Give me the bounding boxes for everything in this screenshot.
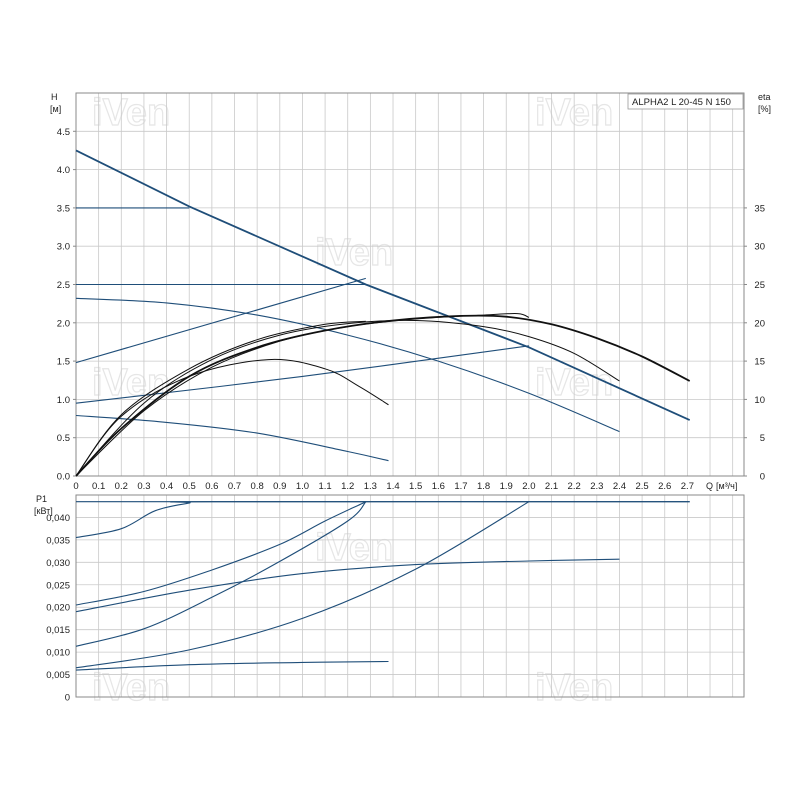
x-tick-label: 2.4 (613, 481, 626, 492)
watermark-group: iVen iVen iVen iVen iVen iVen iVen iVen (91, 91, 613, 709)
head-tick-label: 1.5 (57, 357, 70, 368)
chart-title-box (627, 93, 744, 110)
x-tick-label: 2.1 (545, 481, 558, 492)
efficiency-curve (75, 313, 530, 477)
head-tick-label: 0.0 (57, 472, 70, 483)
x-tick-label: 0.2 (115, 481, 128, 492)
power-tick-label: 0 (65, 693, 70, 704)
power-tick-label: 0,025 (46, 580, 70, 591)
x-tick-label: 0.7 (228, 481, 241, 492)
x-tick-label: 1.3 (364, 481, 377, 492)
x-tick-label: 2.3 (590, 481, 603, 492)
x-tick-label: 2.2 (568, 481, 581, 492)
x-tick-label: 1.0 (296, 481, 309, 492)
head-tick-label: 4.0 (57, 165, 70, 176)
x-tick-label: 1.8 (477, 481, 490, 492)
efficiency-curve (75, 320, 366, 477)
head-tick-label: 2.5 (57, 280, 70, 291)
head-tick-label: 3.5 (57, 203, 70, 214)
x-tick-label: 2.6 (658, 481, 671, 492)
efficiency-tick-label: 30 (754, 242, 765, 253)
x-tick-label: 1.7 (454, 481, 467, 492)
power-chart-grid (76, 495, 744, 697)
axis-ticks: 0 0.1 0.2 0.3 0.4 0.5 0.6 0.7 0.8 0.9 1.0 1.1 1.2 1.3… (46, 127, 765, 704)
watermark-logo: iVen (92, 92, 170, 134)
flow-axis-label: Q (706, 481, 713, 491)
efficiency-axis-unit: [%] (758, 104, 771, 114)
x-tick-label: 0.9 (273, 481, 286, 492)
x-tick-label: 1.6 (432, 481, 445, 492)
efficiency-tick-label: 15 (754, 357, 765, 368)
performance-curve (75, 297, 620, 433)
head-tick-label: 3.0 (57, 242, 70, 253)
efficiency-tick-label: 25 (754, 280, 765, 291)
efficiency-curve (75, 358, 389, 477)
performance-curve (75, 345, 529, 404)
efficiency-curve (75, 314, 691, 477)
power-chart-series (75, 501, 690, 671)
efficiency-tick-label: 0 (760, 472, 765, 483)
head-tick-label: 4.5 (57, 127, 70, 138)
performance-curve (75, 501, 367, 606)
x-tick-label: 2.5 (635, 481, 648, 492)
performance-curve (75, 660, 389, 671)
power-axis-label: P1 (36, 494, 47, 504)
head-chart-series (75, 149, 691, 477)
power-tick-label: 0,030 (46, 558, 70, 569)
head-tick-label: 1.0 (57, 395, 70, 406)
power-tick-label: 0,035 (46, 535, 70, 546)
flow-axis-unit: [м³/ч] (716, 481, 737, 491)
x-tick-label: 2.7 (681, 481, 694, 492)
power-tick-label: 0,040 (46, 513, 70, 524)
power-tick-label: 0,020 (46, 603, 70, 614)
head-axis-unit: [м] (50, 104, 61, 114)
power-chart-frame (75, 494, 745, 698)
efficiency-tick-label: 10 (754, 395, 765, 406)
power-tick-label: 0,005 (46, 670, 70, 681)
x-tick-label: 0.8 (251, 481, 264, 492)
performance-curve (75, 277, 366, 364)
chart-title: ALPHA2 L 20-45 N 150 (632, 97, 731, 108)
efficiency-tick-label: 5 (760, 433, 765, 444)
x-tick-label: 1.5 (409, 481, 422, 492)
performance-curve (75, 558, 620, 613)
power-axis-unit: [кВт] (34, 506, 53, 516)
head-axis-label: H (51, 92, 58, 102)
x-tick-label: 2.0 (522, 481, 535, 492)
x-tick-label: 0.1 (92, 481, 105, 492)
performance-curve (75, 501, 530, 669)
watermark-logo: iVen (92, 667, 170, 709)
efficiency-tick-label: 20 (754, 318, 765, 329)
power-tick-label: 0,015 (46, 625, 70, 636)
x-tick-label: 1.1 (318, 481, 331, 492)
performance-curve (75, 501, 690, 539)
x-tick-label: 1.9 (500, 481, 513, 492)
performance-curve (75, 501, 367, 647)
head-tick-label: 2.0 (57, 318, 70, 329)
x-tick-label: 1.2 (341, 481, 354, 492)
x-tick-label: 0.6 (205, 481, 218, 492)
head-tick-label: 0.5 (57, 433, 70, 444)
x-tick-label: 0.3 (137, 481, 150, 492)
power-tick-label: 0,010 (46, 648, 70, 659)
efficiency-tick-label: 35 (754, 203, 765, 214)
efficiency-axis-label: eta (758, 92, 771, 102)
x-tick-label: 1.4 (386, 481, 399, 492)
x-tick-label: 0.4 (160, 481, 173, 492)
x-tick-label: 0.5 (183, 481, 196, 492)
x-tick-label: 0 (73, 481, 78, 492)
